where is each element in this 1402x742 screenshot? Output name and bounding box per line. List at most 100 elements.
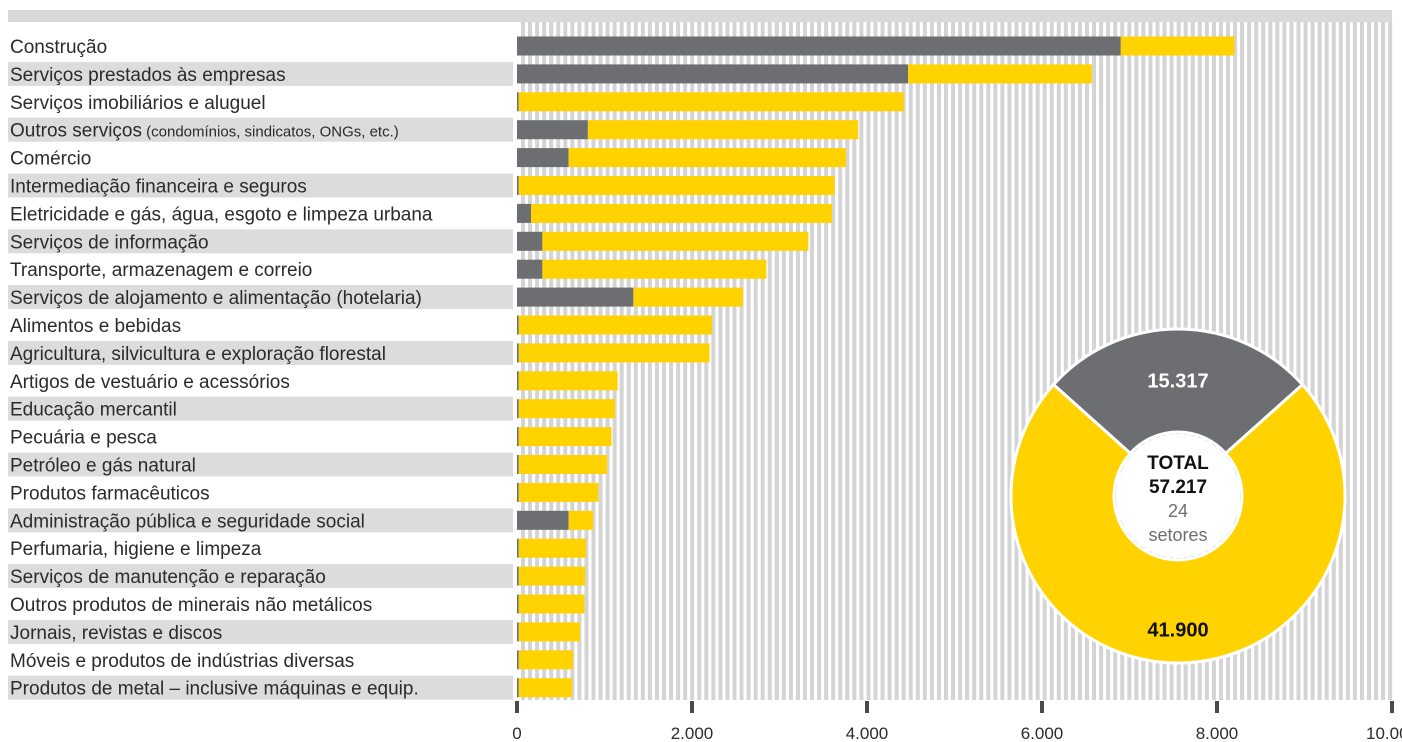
donut-chart: 15.317 41.900 TOTAL 57.217 24 setores: [1009, 327, 1347, 665]
grid-stripe: [725, 22, 730, 700]
category-labels: Construção Serviços prestados às empresas…: [10, 37, 433, 700]
grid-stripe: [993, 22, 998, 700]
grid-stripe: [1042, 22, 1047, 700]
x-tick-label: 6.000: [1021, 724, 1064, 742]
x-tick-label: 8.000: [1196, 724, 1239, 742]
x-tick-mark: [515, 701, 519, 713]
donut-slice-label: 41.900: [1147, 620, 1208, 642]
category-label: Serviços de informação: [10, 232, 209, 253]
bar-segment-yellow: [518, 176, 835, 195]
grid-stripe: [915, 22, 920, 700]
grid-stripe: [965, 22, 970, 700]
bar-segment-yellow: [531, 203, 832, 223]
grid-stripe: [1352, 22, 1357, 700]
grid-stripe: [929, 22, 934, 700]
bar-segment-yellow: [518, 399, 615, 419]
donut-center-text: TOTAL: [1147, 453, 1209, 474]
grid-stripe: [803, 22, 807, 700]
bar-segment-yellow: [518, 315, 713, 335]
grid-stripe: [824, 22, 829, 700]
bar-segment-gray: [517, 343, 519, 363]
grid-stripe: [1338, 22, 1343, 700]
category-label: Serviços prestados às empresas: [10, 65, 286, 86]
grid-stripe: [936, 22, 941, 700]
grid-stripe: [795, 22, 800, 700]
category-label: Eletricidade e gás, água, esgoto e limpe…: [10, 204, 433, 225]
bar-segment-yellow: [518, 427, 612, 447]
top-rule: [8, 10, 1392, 22]
grid-stripe: [1014, 22, 1019, 700]
category-label: Pecuária e pesca: [10, 428, 157, 449]
bar-segment-yellow: [518, 566, 586, 586]
x-tick-mark: [690, 701, 694, 713]
grid-stripe: [922, 22, 927, 700]
x-tick-mark: [1390, 701, 1394, 713]
bar-segment-yellow: [568, 510, 594, 530]
label-band: [8, 285, 513, 310]
bar-segment-gray: [517, 399, 519, 419]
donut-slice-label: 15.317: [1147, 371, 1208, 393]
category-label: Transporte, armazenagem e correio: [10, 260, 312, 281]
grid-stripe: [1374, 22, 1379, 700]
grid-stripe: [986, 22, 991, 700]
x-tick-mark: [1215, 701, 1219, 713]
bar-segment-gray: [517, 120, 588, 140]
grid-stripe: [1324, 22, 1329, 700]
category-label: Outros produtos de minerais não metálico…: [10, 595, 372, 616]
row-bands: [8, 61, 513, 700]
bar-segment-yellow: [542, 231, 809, 251]
donut-slice-yellow: [1009, 382, 1347, 665]
donut-center-text: 24: [1168, 501, 1188, 521]
label-band: [8, 61, 513, 86]
bar-segment-yellow: [518, 622, 580, 642]
category-label: Petróleo e gás natural: [10, 456, 196, 477]
donut-hole: [1116, 434, 1240, 558]
grid-stripe: [1021, 22, 1026, 700]
x-tick-label: 0: [512, 724, 521, 742]
grid-stripe: [1310, 22, 1315, 700]
bar-segment-yellow: [633, 287, 743, 307]
bar-segment-gray: [517, 176, 519, 195]
label-band: [8, 229, 513, 254]
grid-stripe: [887, 22, 892, 700]
grid-stripe: [1367, 22, 1371, 700]
category-label: Produtos de metal – inclusive máquinas e…: [10, 679, 419, 700]
bar-segment-gray: [517, 482, 519, 502]
bar-segment-yellow: [568, 148, 847, 168]
x-tick-label: 4.000: [846, 724, 889, 742]
category-label: Administração pública e seguridade socia…: [10, 511, 365, 532]
grid-stripe: [1296, 22, 1301, 700]
category-label: Serviços de alojamento e alimentação (ho…: [10, 288, 422, 309]
grid-stripe: [718, 22, 723, 700]
grid-stripe: [1381, 22, 1386, 700]
bar-segment-gray: [517, 231, 543, 251]
grid-stripe: [866, 22, 871, 700]
grid-stripe: [1289, 22, 1294, 700]
grid-stripe: [838, 22, 843, 700]
grid-stripe: [1331, 22, 1336, 700]
label-band: [8, 173, 513, 198]
bar-segment-gray: [517, 36, 1121, 56]
bar-segment-gray: [517, 427, 519, 447]
grid-stripe: [958, 22, 963, 700]
category-label: Educação mercantil: [10, 400, 177, 421]
grid-stripe: [1282, 22, 1287, 700]
category-label: Agricultura, silvicultura e exploração f…: [10, 344, 386, 365]
bar-segment-gray: [517, 287, 634, 307]
grid-stripe: [972, 22, 977, 700]
x-tick-mark: [865, 701, 869, 713]
bar-segment-yellow: [518, 650, 573, 670]
grid-stripe: [901, 22, 906, 700]
label-band: [8, 117, 513, 142]
label-band: [8, 619, 513, 644]
label-band: [8, 452, 513, 477]
grid-stripe: [760, 22, 765, 700]
grid-stripe: [831, 22, 836, 700]
grid-stripe: [1007, 22, 1012, 700]
grid-stripe: [774, 22, 779, 700]
category-label: Jornais, revistas e discos: [10, 623, 222, 644]
grid-stripe: [817, 22, 822, 700]
bar-segment-yellow: [908, 64, 1092, 84]
bar-segment-gray: [517, 259, 543, 279]
